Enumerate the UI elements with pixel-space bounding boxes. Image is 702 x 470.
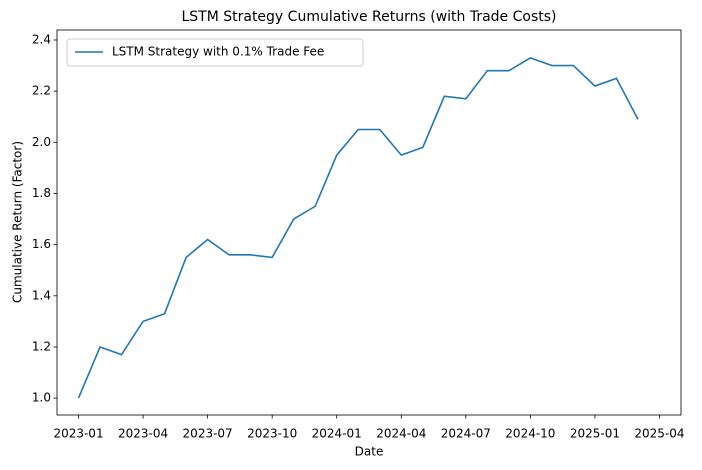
y-tick-label: 1.8 [32, 186, 51, 200]
y-tick-label: 1.4 [32, 288, 51, 302]
x-tick-label: 2025-04 [634, 427, 684, 441]
y-tick-label: 2.0 [32, 135, 51, 149]
y-tick-label: 2.4 [32, 32, 51, 46]
x-axis-label: Date [355, 445, 384, 459]
x-tick-label: 2024-04 [376, 427, 426, 441]
data-line [77, 57, 639, 399]
y-tick-label: 2.2 [32, 84, 51, 98]
x-tick-label: 2023-10 [247, 427, 297, 441]
y-axis-label: Cumulative Return (Factor) [11, 141, 25, 303]
x-tick-label: 2023-07 [183, 427, 233, 441]
x-tick-label: 2024-01 [312, 427, 362, 441]
y-tick-label: 1.0 [32, 391, 51, 405]
x-tick-label: 2023-01 [53, 427, 103, 441]
x-tick-label: 2024-07 [441, 427, 491, 441]
legend-box [66, 38, 364, 67]
x-tick-label: 2024-10 [505, 427, 555, 441]
y-tick-label: 1.6 [32, 237, 51, 251]
plot-frame [56, 29, 682, 416]
legend-label: LSTM Strategy with 0.1% Trade Fee [112, 45, 324, 59]
y-tick-label: 1.2 [32, 339, 51, 353]
chart-title: LSTM Strategy Cumulative Returns (with T… [181, 9, 556, 25]
x-tick-label: 2023-04 [118, 427, 168, 441]
x-tick-label: 2025-01 [570, 427, 620, 441]
